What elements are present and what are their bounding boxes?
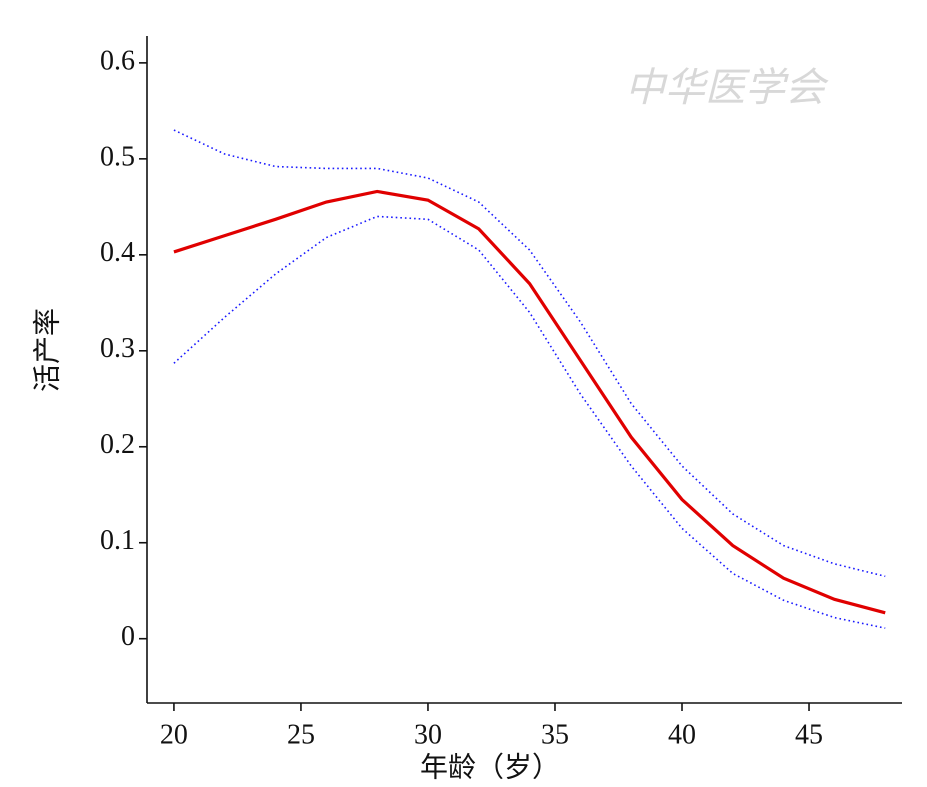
fit-line (173, 189, 886, 615)
y-axis-label: 活产率 (31, 308, 63, 392)
x-tick-label: 20 (160, 719, 188, 750)
x-tick-label: 40 (668, 719, 696, 750)
x-tick-label: 25 (287, 719, 315, 750)
x-tick-label: 45 (795, 719, 823, 750)
x-tick-label: 35 (541, 719, 569, 750)
watermark: 中华医学会 (625, 65, 829, 110)
x-tick-label: 30 (414, 719, 442, 750)
ci-line (173, 215, 886, 629)
y-tick-label: 0.4 (100, 237, 135, 268)
y-tick-label: 0.5 (100, 141, 135, 172)
y-tick-label: 0.1 (100, 525, 135, 556)
x-axis-label: 年龄（岁） (420, 751, 560, 783)
y-tick-label: 0.6 (100, 45, 135, 76)
y-tick-label: 0 (121, 621, 135, 652)
y-tick-label: 0.3 (100, 333, 135, 364)
y-tick-label: 0.2 (100, 429, 135, 460)
ci-line (173, 129, 886, 578)
